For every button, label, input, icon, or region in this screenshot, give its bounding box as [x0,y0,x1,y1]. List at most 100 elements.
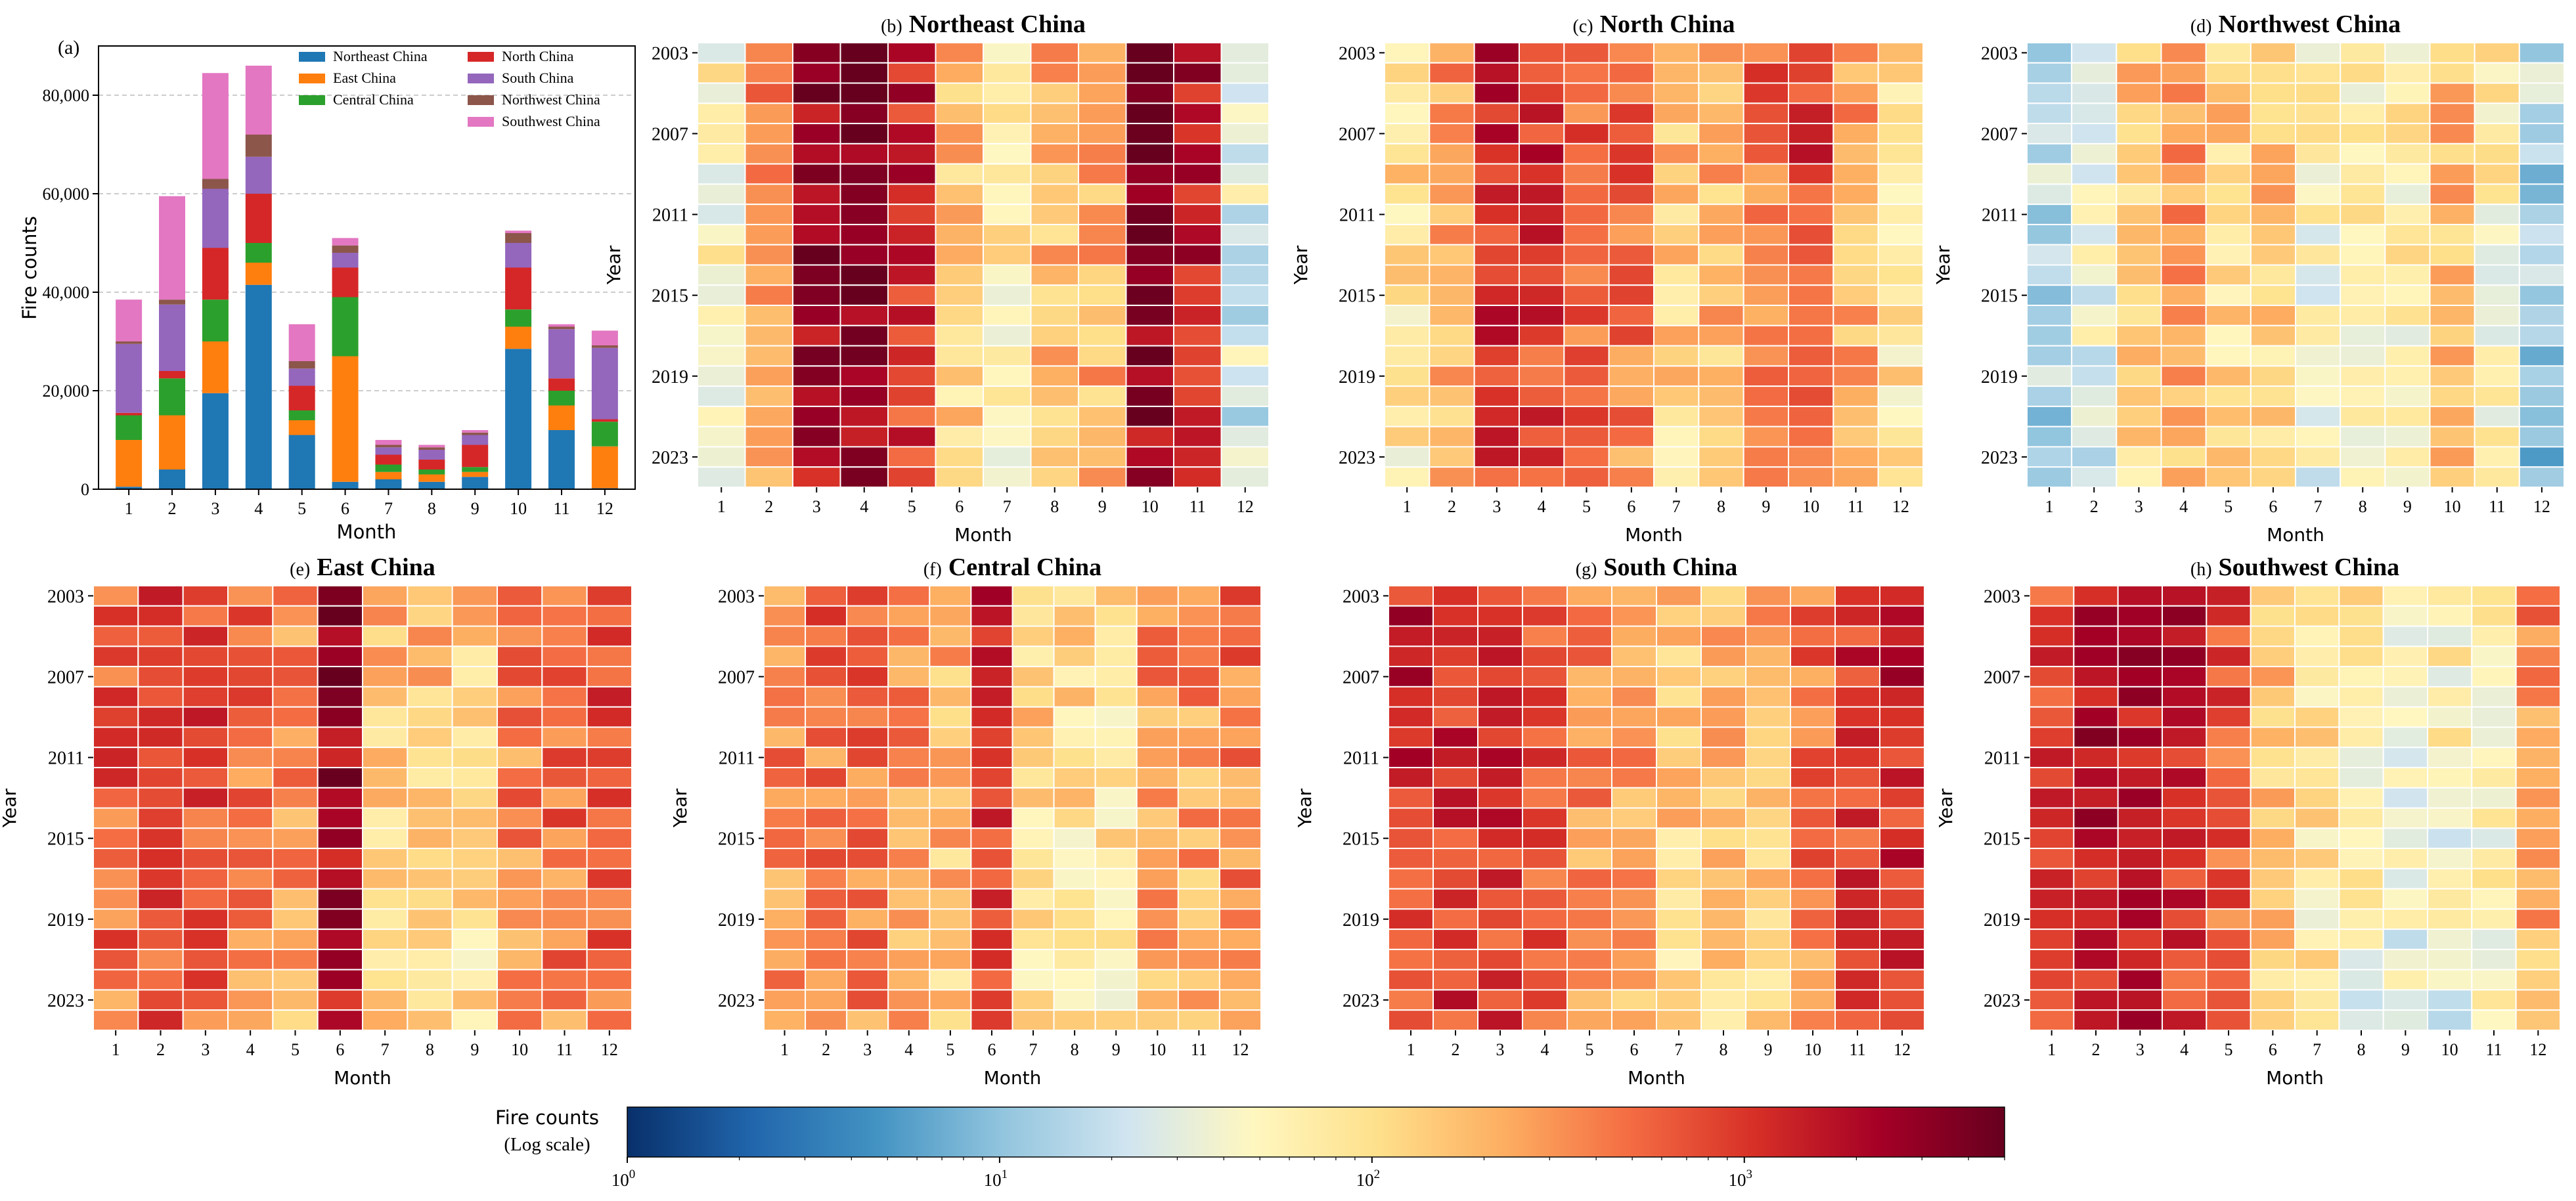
heatmap-cell [1656,908,1702,930]
heatmap-cell [451,1009,499,1032]
heatmap-cell [1877,204,1924,225]
heatmap-cell [2029,908,2075,930]
heatmap-cell [1220,102,1270,125]
heatmap-cell [2340,405,2386,427]
heatmap-cell [2162,888,2208,910]
heatmap-cell [1384,223,1431,246]
heatmap-cell [1790,726,1836,749]
bar-segment-central-china [505,309,532,327]
heatmap-cell [1053,706,1096,728]
heatmap-cell [1125,324,1174,347]
panel-a-x-axis-label: Month [337,521,397,543]
heatmap-cell [1743,426,1790,448]
heatmap-cell [846,706,889,728]
heatmap-cell [2471,706,2517,728]
heatmap-cell [2515,747,2562,768]
heatmap-cell [2160,142,2207,165]
heatmap-cell [846,908,889,930]
heatmap-cell [1432,625,1478,647]
heatmap-cell [272,848,319,869]
heatmap-y-tick-label: 2011 [1984,749,2020,769]
heatmap-cell [1030,284,1079,307]
heatmap-cell [2205,82,2252,104]
heatmap-cell [1700,948,1746,971]
heatmap-cell [586,747,633,768]
heatmap-cell [1125,42,1174,64]
heatmap-cell [2029,787,2075,809]
panel-a-y-tick-label: 20,000 [43,382,90,401]
legend-label: North China [502,48,574,64]
heatmap-cell [1608,223,1655,246]
heatmap-cell [1078,123,1127,144]
bar-segment-central-china [116,415,143,440]
heatmap-cell [805,908,848,930]
heatmap-x-tick-label: 5 [291,1040,300,1059]
heatmap-cell [407,787,453,809]
heatmap-cell [929,928,972,950]
heatmap-cell [1388,747,1434,768]
heatmap-cell [2073,585,2119,607]
heatmap-cell [2250,82,2296,104]
heatmap-cell [1834,666,1880,688]
heatmap-cell [2295,42,2342,64]
heatmap-cell [1220,426,1270,448]
heatmap-cell [887,948,931,971]
bar-segment-central-china [418,469,445,475]
heatmap-cell [1608,405,1655,427]
heatmap-cell [1011,605,1055,627]
heatmap-cell [887,426,937,448]
heatmap-cell [2117,989,2164,1011]
bar-segment-northeast-china [418,481,445,489]
heatmap-cell [2340,264,2386,286]
heatmap-cell [1698,142,1744,165]
heatmap-cell [2295,123,2342,144]
heatmap-cell [1608,305,1655,326]
heatmap-cell [2206,948,2252,971]
heatmap-cell [1011,807,1055,829]
heatmap-cell [1384,365,1431,387]
heatmap-cell [2026,305,2073,326]
heatmap-cell [1432,928,1478,950]
heatmap-cell [1429,446,1475,468]
heatmap-cell [1011,585,1055,607]
heatmap-cell [2029,706,2075,728]
heatmap-cell [1700,867,1746,890]
heatmap-cell [2474,324,2520,347]
heatmap-cell [1745,827,1791,850]
bar-segment-central-china [245,243,272,263]
heatmap-cell [2073,766,2119,789]
heatmap-cell [1473,223,1521,246]
legend-swatch [468,74,494,83]
heatmap-cell [1788,142,1834,165]
heatmap-y-tick-label: 2003 [652,43,688,64]
heatmap-cell [1788,244,1834,266]
heatmap-cell [1432,908,1478,930]
bar-segment-southwest-china [288,324,315,361]
heatmap-cell [935,142,984,165]
heatmap-cell [1011,888,1055,910]
heatmap-cell [1698,183,1744,206]
heatmap-cell [839,223,889,246]
heatmap-cell [1834,625,1880,647]
bar-segment-northwest-china [159,299,186,305]
heatmap-cell [1384,62,1431,84]
heatmap-cell [970,1009,1013,1032]
bar-segment-north-china [548,378,575,391]
heatmap-cell [2162,807,2208,829]
heatmap-cell [2162,948,2208,971]
heatmap-cell [2073,989,2119,1011]
heatmap-cell [1522,625,1568,647]
heatmap-cell [272,766,319,789]
heatmap-cell [2206,666,2252,688]
heatmap-cell [1388,726,1434,749]
heatmap-cell [1388,807,1434,829]
heatmap-cell [1030,324,1079,347]
heatmap-cell [1094,989,1138,1011]
heatmap-cell [1477,666,1523,688]
heatmap-cell [846,928,889,950]
heatmap-cell [1611,686,1657,708]
heatmap-cell [1125,123,1174,144]
heatmap-cell [2338,666,2384,688]
heatmap-cell [2384,264,2431,286]
